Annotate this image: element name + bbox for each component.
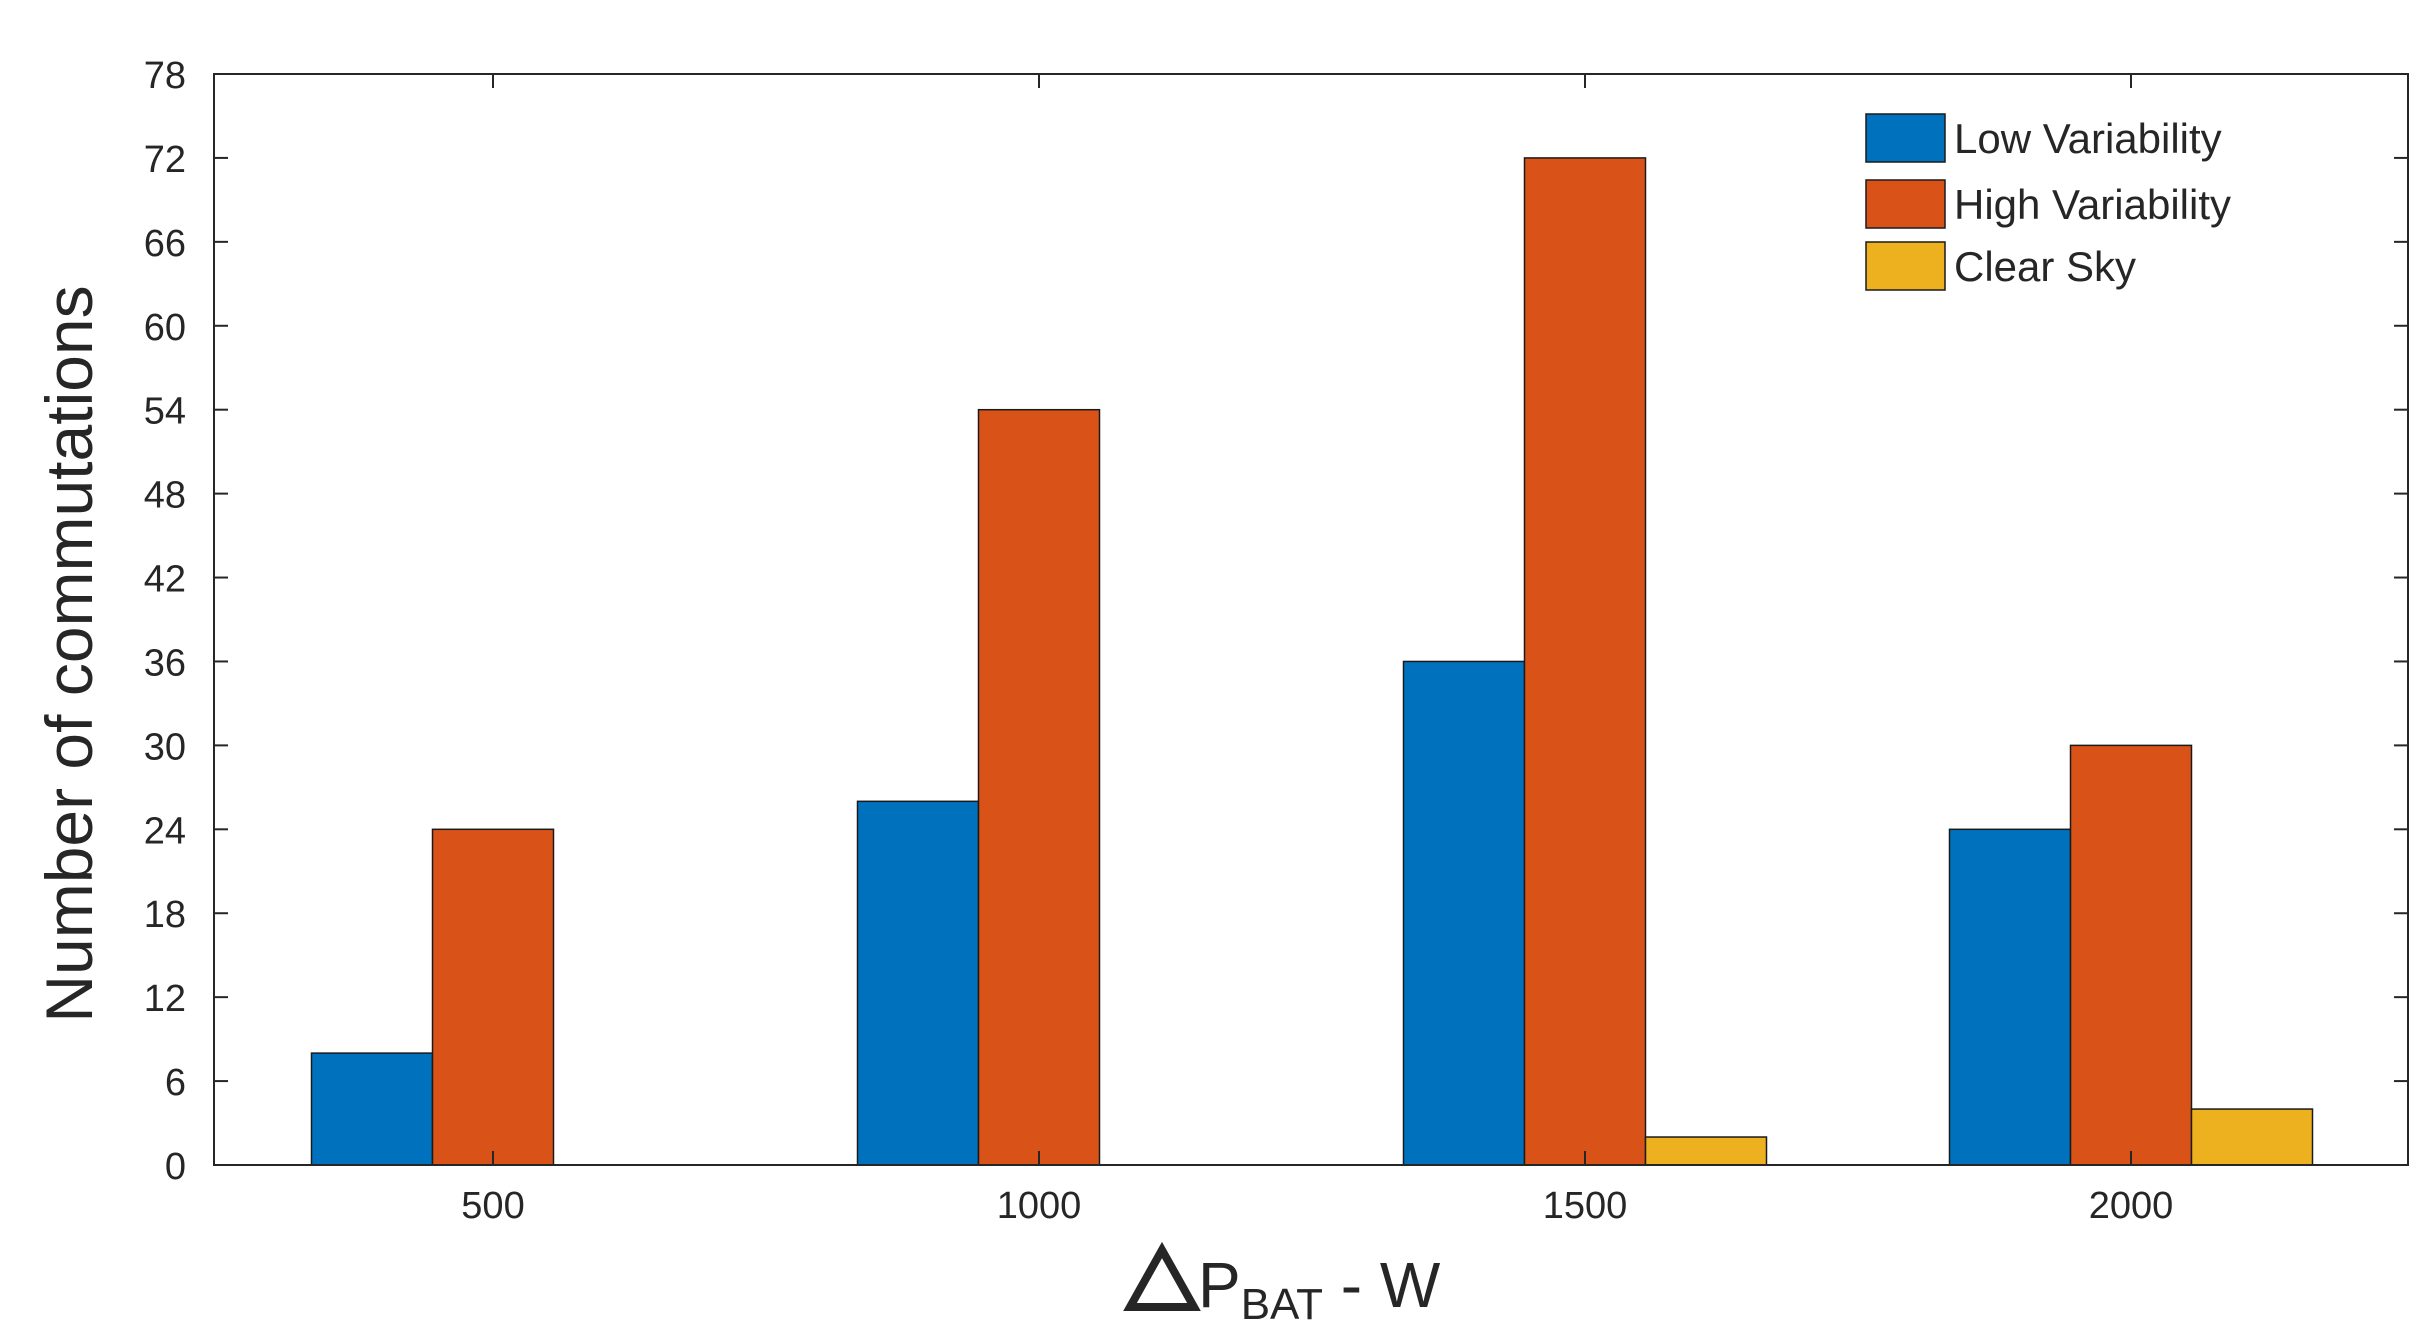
x-tick-label: 1000 — [997, 1185, 1082, 1227]
y-tick-label: 30 — [144, 726, 186, 768]
y-tick-label: 48 — [144, 475, 186, 517]
y-tick-label: 12 — [144, 978, 186, 1020]
y-tick-label: 42 — [144, 559, 186, 601]
bar-high-variability-2000 — [2069, 744, 2193, 1166]
y-tick-label: 66 — [144, 223, 186, 265]
legend-label: High Variability — [1954, 181, 2231, 228]
legend-swatch — [1865, 113, 1946, 163]
y-tick-label: 54 — [144, 391, 186, 433]
y-tick-label: 18 — [144, 894, 186, 936]
plot-frame — [213, 73, 2409, 1166]
legend-swatch — [1865, 241, 1946, 291]
y-tick-label: 72 — [144, 139, 186, 181]
delta-icon — [1123, 1241, 1201, 1311]
legend: Low Variability High Variability Clear Sky — [1865, 113, 2231, 291]
x-axis-title-suffix: - W — [1323, 1249, 1441, 1321]
bar-low-variability-1000 — [856, 800, 980, 1166]
bar-low-variability-1500 — [1402, 660, 1526, 1166]
x-tick-label: 500 — [461, 1185, 524, 1227]
y-tick-label: 60 — [144, 307, 186, 349]
legend-label: Low Variability — [1954, 115, 2222, 162]
x-tick-label: 2000 — [2089, 1185, 2174, 1227]
bar-clear-sky-1500 — [1644, 1136, 1768, 1166]
y-axis-title: Number of commutations — [32, 285, 106, 1022]
bars-group — [310, 157, 2314, 1166]
bar-low-variability-500 — [310, 1052, 434, 1166]
bar-clear-sky-2000 — [2190, 1108, 2314, 1166]
legend-label: Clear Sky — [1954, 243, 2136, 290]
y-tick-label: 78 — [144, 55, 186, 97]
x-axis-title-subscript: BAT — [1241, 1280, 1323, 1329]
svg-text:PBAT - W: PBAT - W — [1198, 1249, 1441, 1329]
y-tick-label: 36 — [144, 642, 186, 684]
bar-low-variability-2000 — [1948, 828, 2072, 1166]
legend-swatch — [1865, 179, 1946, 229]
y-tick-label: 6 — [165, 1062, 186, 1104]
x-axis-title-base: P — [1198, 1249, 1241, 1321]
bar-high-variability-500 — [431, 828, 555, 1166]
ticks-group: 0 6 12 18 24 30 36 42 48 54 60 66 72 78 500 1000 1500 200… — [144, 55, 2408, 1227]
bar-high-variability-1000 — [977, 408, 1101, 1166]
y-tick-label: 24 — [144, 810, 186, 852]
x-tick-label: 1500 — [1543, 1185, 1628, 1227]
x-axis-title: PBAT - W — [1123, 1241, 1441, 1329]
y-tick-label: 0 — [165, 1146, 186, 1188]
bar-high-variability-1500 — [1523, 157, 1647, 1166]
